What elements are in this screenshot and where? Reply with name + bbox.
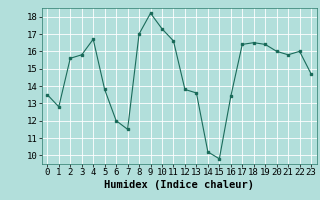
X-axis label: Humidex (Indice chaleur): Humidex (Indice chaleur) [104,180,254,190]
